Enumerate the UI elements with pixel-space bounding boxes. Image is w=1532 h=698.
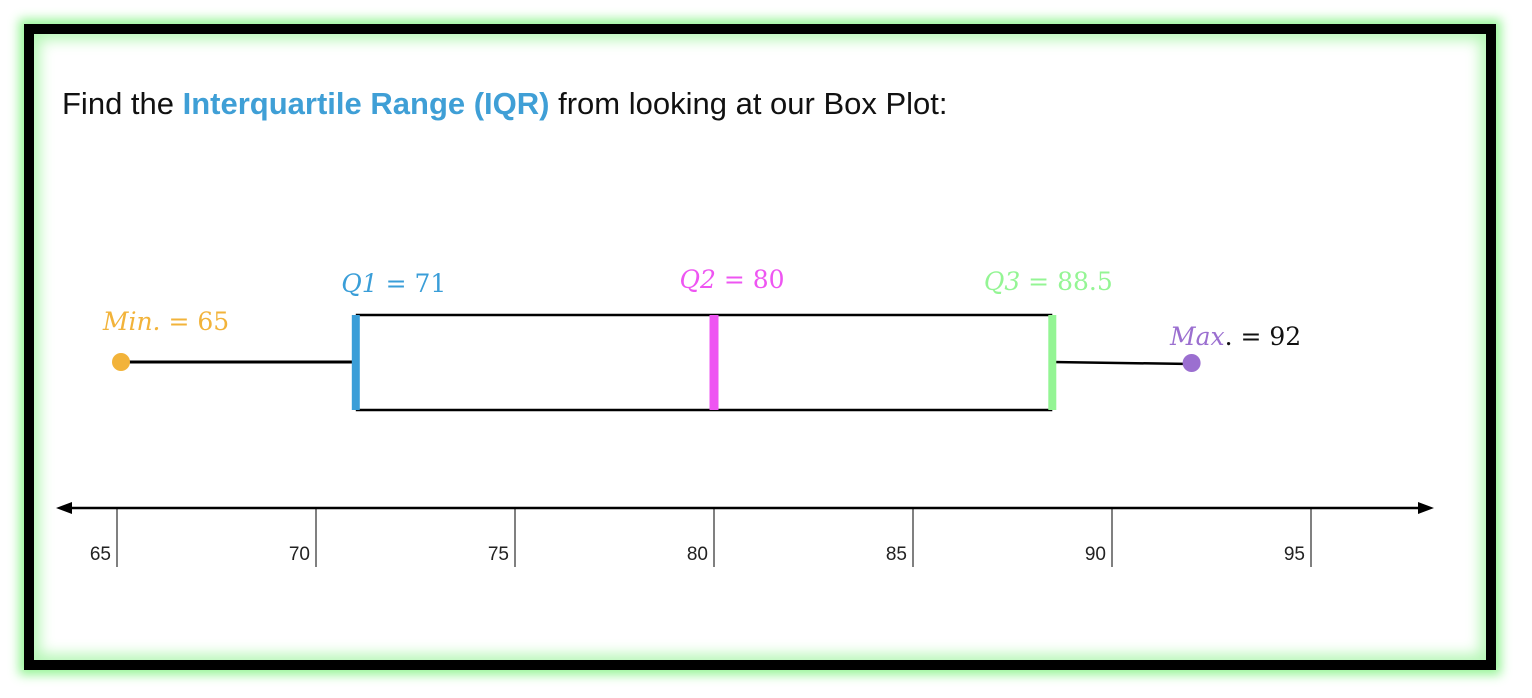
axis-tick-label: 85 <box>886 544 907 565</box>
axis-tick-label: 90 <box>1085 544 1106 565</box>
max-label: Max. = 92 <box>1169 322 1301 351</box>
max-point <box>1182 354 1201 372</box>
prompt-text-start: Find the <box>62 86 183 121</box>
min-point <box>112 353 130 371</box>
right-whisker <box>1052 360 1192 366</box>
median-label: Q2 = 80 <box>679 265 784 294</box>
axis-tick-label: 65 <box>90 544 111 565</box>
min-label: Min. = 65 <box>102 307 229 336</box>
axis-tick-label: 95 <box>1284 544 1305 565</box>
number-line-right-arrow <box>1418 502 1434 514</box>
axis-tick-label: 80 <box>687 544 708 565</box>
q3-label: Q3 = 88.5 <box>984 267 1113 296</box>
axis-tick-label: 70 <box>289 544 310 565</box>
q1-label: Q1 = 71 <box>341 269 446 298</box>
number-line-left-arrow <box>56 502 72 514</box>
axis-tick-label: 75 <box>488 544 509 565</box>
question-prompt: Find the Interquartile Range (IQR) from … <box>62 86 948 122</box>
prompt-text-end: from looking at our Box Plot: <box>549 86 948 121</box>
slide-frame <box>24 24 1496 670</box>
prompt-highlight: Interquartile Range (IQR) <box>182 86 550 121</box>
